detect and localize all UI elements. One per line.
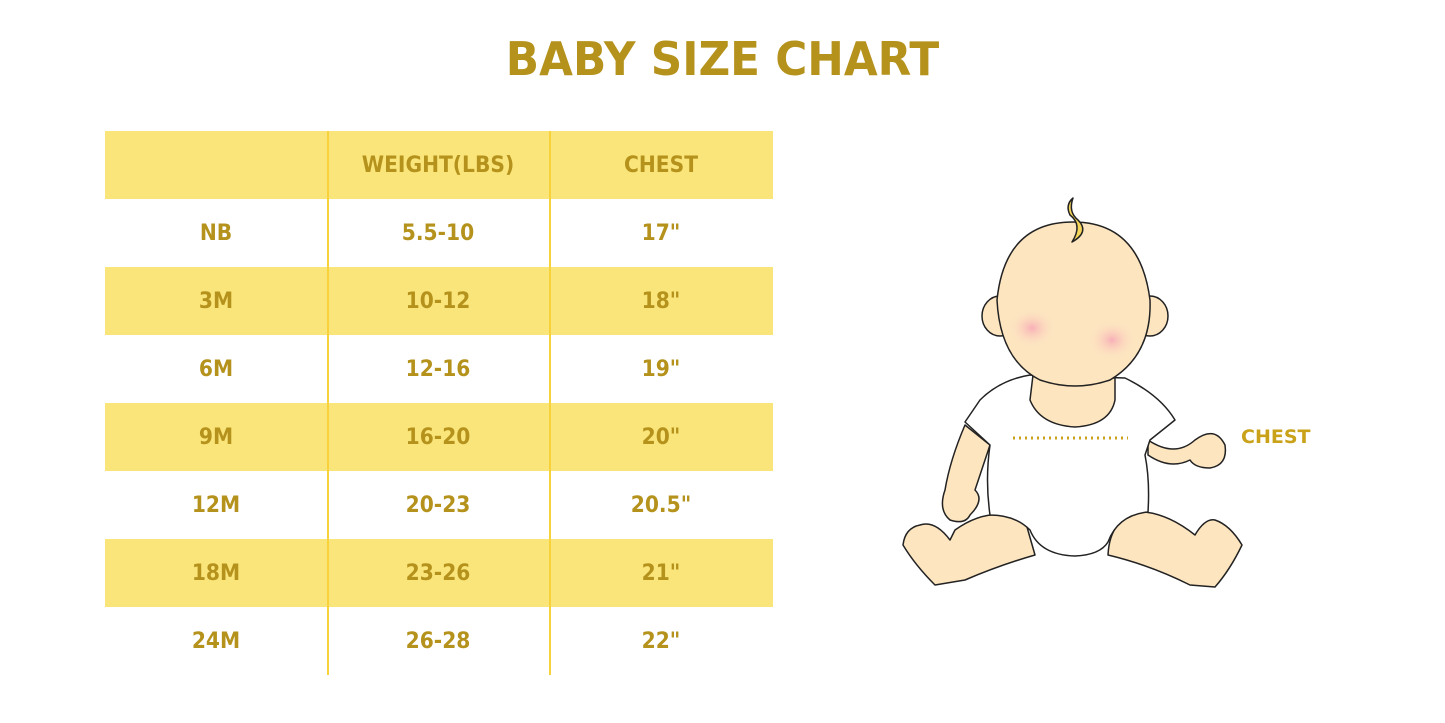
- header-cell-weight: WEIGHT(LBS): [361, 152, 515, 178]
- table-row: 9M 16-20 20": [105, 403, 773, 471]
- size-cell: 9M: [198, 424, 234, 450]
- chest-cell: 20": [641, 424, 681, 450]
- chest-cell: 19": [641, 356, 681, 382]
- page-title: BABY SIZE CHART: [505, 32, 940, 86]
- column-divider: [549, 131, 551, 675]
- size-cell: 18M: [191, 560, 241, 586]
- size-cell: 3M: [198, 288, 234, 314]
- table-row: 3M 10-12 18": [105, 267, 773, 335]
- weight-cell: 16-20: [405, 424, 471, 450]
- table-row: 6M 12-16 19": [105, 335, 773, 403]
- hair-curl: [1067, 197, 1084, 243]
- weight-cell: 20-23: [405, 492, 471, 518]
- right-arm: [1147, 432, 1227, 469]
- chest-cell: 20.5": [630, 492, 692, 518]
- chest-cell: 18": [641, 288, 681, 314]
- table-row: NB 5.5-10 17": [105, 199, 773, 267]
- left-leg: [902, 513, 1036, 586]
- chest-label: CHEST: [1241, 426, 1311, 448]
- size-cell: 6M: [198, 356, 234, 382]
- chest-cell: 22": [641, 628, 681, 654]
- onesie: [964, 374, 1176, 557]
- head: [996, 221, 1151, 387]
- size-cell: 12M: [191, 492, 241, 518]
- size-cell: 24M: [191, 628, 241, 654]
- table-row: 18M 23-26 21": [105, 539, 773, 607]
- right-cheek: [1088, 320, 1136, 360]
- table-row: 24M 26-28 22": [105, 607, 773, 675]
- size-table: WEIGHT(LBS) CHEST NB 5.5-10 17" 3M 10-12 18" 6…: [105, 131, 773, 675]
- table-header-row: WEIGHT(LBS) CHEST: [105, 131, 773, 199]
- right-leg: [1107, 511, 1243, 588]
- weight-cell: 10-12: [405, 288, 471, 314]
- chest-cell: 17": [641, 220, 681, 246]
- weight-cell: 26-28: [405, 628, 471, 654]
- neck: [1029, 374, 1116, 428]
- weight-cell: 23-26: [405, 560, 471, 586]
- left-cheek: [1008, 308, 1056, 348]
- size-cell: NB: [199, 220, 233, 246]
- weight-cell: 12-16: [405, 356, 471, 382]
- header-cell-chest: CHEST: [623, 152, 699, 178]
- left-arm: [941, 424, 991, 523]
- table-row: 12M 20-23 20.5": [105, 471, 773, 539]
- column-divider: [327, 131, 329, 675]
- chest-cell: 21": [641, 560, 681, 586]
- weight-cell: 5.5-10: [401, 220, 475, 246]
